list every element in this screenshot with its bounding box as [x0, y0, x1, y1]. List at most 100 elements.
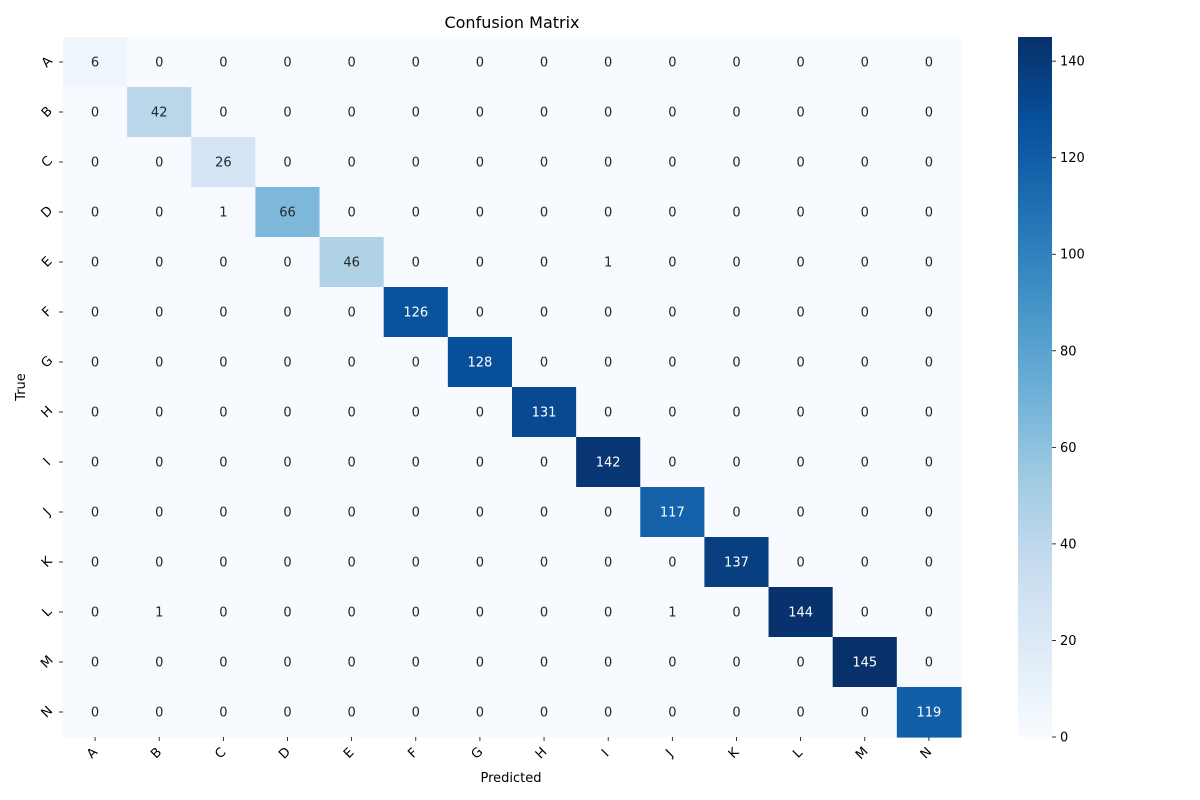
x-tick-label: K: [726, 745, 743, 762]
heatmap-cell: [383, 687, 449, 738]
heatmap-cell: [383, 537, 449, 588]
cell-value: 0: [668, 106, 676, 121]
heatmap-cell: [511, 237, 577, 288]
heatmap-cell: [191, 287, 257, 338]
heatmap-cell: [191, 237, 257, 288]
x-tick-label: A: [84, 745, 101, 762]
heatmap-cell: [127, 87, 192, 138]
cell-value: 0: [412, 356, 420, 371]
cell-value: 0: [925, 156, 933, 171]
heatmap-cell: [63, 437, 128, 488]
chart-title: Confusion Matrix: [444, 13, 579, 32]
cell-value: 0: [476, 206, 484, 221]
heatmap-cell: [768, 337, 834, 388]
cell-value: 0: [796, 506, 804, 521]
heatmap-cell: [896, 187, 962, 238]
heatmap-cell: [768, 137, 834, 188]
cell-value: 0: [796, 56, 804, 71]
heatmap-cell: [896, 387, 962, 438]
cell-value: 0: [283, 256, 291, 271]
cell-value: 0: [219, 656, 227, 671]
cell-value: 0: [476, 106, 484, 121]
heatmap-cell: [640, 87, 705, 138]
heatmap-cell: [896, 537, 962, 588]
y-axis-label: True: [14, 373, 29, 402]
cell-value: 1: [219, 206, 227, 221]
heatmap-cell: [704, 487, 770, 538]
cell-value: 0: [283, 556, 291, 571]
heatmap-cell: [640, 687, 705, 738]
cell-value: 0: [283, 156, 291, 171]
cell-value: 0: [219, 56, 227, 71]
heatmap-cell: [319, 437, 385, 488]
x-tick-label: H: [533, 745, 551, 763]
heatmap-cell: [255, 387, 321, 438]
cell-value: 0: [283, 456, 291, 471]
heatmap-cell: [127, 337, 192, 388]
cell-value: 0: [476, 56, 484, 71]
heatmap-cell: [896, 487, 962, 538]
heatmap-cell: [640, 137, 705, 188]
y-tick-label: A: [39, 54, 56, 71]
heatmap-cell: [704, 437, 770, 488]
cell-value: 0: [219, 306, 227, 321]
heatmap-cell: [63, 587, 128, 638]
cell-value: 0: [91, 256, 99, 271]
cell-value: 0: [861, 156, 869, 171]
cell-value: 0: [219, 256, 227, 271]
cell-value: 0: [925, 256, 933, 271]
heatmap-cell: [832, 287, 898, 338]
cell-value: 0: [476, 156, 484, 171]
heatmap-cell: [447, 387, 513, 438]
heatmap-cell: [511, 687, 577, 738]
cell-value: 0: [668, 706, 676, 721]
cell-value: 0: [540, 606, 548, 621]
cell-value: 0: [91, 456, 99, 471]
y-tick-label: C: [39, 154, 56, 171]
cell-value: 0: [155, 406, 163, 421]
cell-value: 0: [604, 156, 612, 171]
heatmap-cell: [63, 137, 128, 188]
cell-value: 0: [668, 256, 676, 271]
heatmap-cell: [63, 87, 128, 138]
x-axis-label: Predicted: [480, 771, 541, 786]
heatmap-cell: [640, 487, 705, 538]
heatmap-cell: [640, 287, 705, 338]
heatmap-cell: [447, 337, 513, 388]
heatmap-cell: [319, 537, 385, 588]
heatmap-cell: [447, 687, 513, 738]
cell-value: 0: [861, 356, 869, 371]
cell-value: 0: [219, 456, 227, 471]
cell-value: 0: [219, 406, 227, 421]
heatmap-cell: [255, 87, 321, 138]
heatmap-cell: [319, 387, 385, 438]
y-tick-label: E: [39, 254, 55, 270]
y-tick-label: L: [39, 604, 55, 620]
cell-value: 0: [476, 506, 484, 521]
cell-value: 0: [604, 556, 612, 571]
heatmap-cell: [832, 87, 898, 138]
cell-value: 0: [155, 206, 163, 221]
cell-value: 0: [412, 606, 420, 621]
heatmap-cell: [896, 287, 962, 338]
cell-value: 0: [796, 706, 804, 721]
cell-value: 126: [403, 306, 428, 321]
cell-value: 0: [604, 656, 612, 671]
cell-value: 0: [732, 206, 740, 221]
heatmap-cell: [127, 387, 192, 438]
heatmap-cell: [319, 187, 385, 238]
cell-value: 0: [604, 106, 612, 121]
cell-value: 0: [476, 456, 484, 471]
cell-value: 0: [155, 356, 163, 371]
cell-value: 0: [925, 506, 933, 521]
heatmap-cell: [191, 637, 257, 688]
heatmap-cell: [576, 137, 641, 188]
heatmap-cell: [768, 87, 834, 138]
heatmap-cell: [511, 437, 577, 488]
cell-value: 0: [925, 306, 933, 321]
heatmap-cell: [896, 237, 962, 288]
heatmap-cell: [383, 137, 449, 188]
heatmap-cell: [704, 337, 770, 388]
heatmap-cell: [832, 187, 898, 238]
